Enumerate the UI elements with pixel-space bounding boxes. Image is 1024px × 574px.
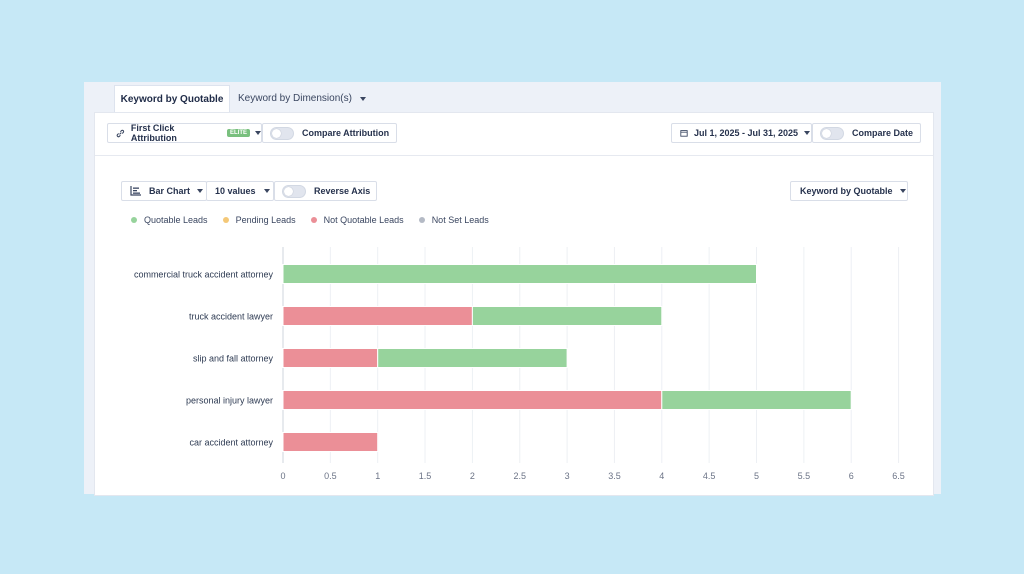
attribution-toolbar: First Click Attribution ELITE Compare At… [95,113,933,156]
tab-keyword-by-quotable[interactable]: Keyword by Quotable [114,85,230,113]
bar-segment [661,390,852,410]
x-tick-label: 3.5 [608,471,621,481]
x-tick-label: 5 [754,471,759,481]
y-tick-label: personal injury lawyer [186,396,273,406]
calendar-icon [680,130,688,137]
bar-segment [282,348,379,368]
reverse-axis-toggle[interactable] [282,184,306,198]
legend-dot [418,217,425,223]
x-tick-label: 5.5 [798,471,811,481]
x-tick-label: 2.5 [513,471,526,481]
y-tick-label: slip and fall attorney [193,354,274,364]
legend-label: Pending Leads [235,215,296,225]
chevron-down-icon [263,189,270,193]
values-count-label: 10 values [215,186,256,196]
legend-dot [222,217,229,223]
report-card: Keyword by Quotable Keyword by Dimension… [84,82,941,496]
bar-segment [282,390,663,410]
x-tick-label: 1.5 [419,471,432,481]
y-tick-label: truck accident lawyer [189,312,273,322]
chart-type-label: Bar Chart [149,186,191,196]
legend-label: Quotable Leads [144,215,208,225]
x-tick-label: 2 [470,471,475,481]
attribution-label: First Click Attribution [130,123,177,143]
compare-date-label: Compare Date [852,128,914,138]
bar-segment [282,306,473,326]
x-tick-label: 6 [849,471,854,481]
legend-item-not-quotable[interactable]: Not Quotable Leads [310,215,404,225]
x-tick-label: 4.5 [703,471,716,481]
link-icon [116,129,125,137]
bar-chart-icon [130,186,141,196]
reverse-axis-control[interactable]: Reverse Axis [274,181,377,201]
group-by-dropdown[interactable]: Keyword by Quotable [790,181,908,201]
chevron-down-icon [804,131,811,135]
compare-attribution-toggle[interactable] [270,126,294,140]
bar-segment [377,348,568,368]
legend-label: Not Quotable Leads [323,215,404,225]
chevron-down-icon [899,189,906,193]
x-tick-label: 0.5 [324,471,337,481]
date-range-text: Jul 1, 2025 - Jul 31, 2025 [694,128,799,138]
compare-attribution-label: Compare Attribution [302,128,390,138]
elite-badge: ELITE [226,129,250,137]
compare-date-toggle[interactable] [820,126,844,140]
x-tick-label: 3 [565,471,570,481]
chevron-down-icon [197,189,204,193]
legend-item-quotable[interactable]: Quotable Leads [131,215,208,225]
legend-item-not-set[interactable]: Not Set Leads [418,215,489,225]
bar-segment [471,306,663,326]
legend-dot [131,217,137,223]
date-range-picker[interactable]: Jul 1, 2025 - Jul 31, 2025 [671,123,812,143]
attribution-dropdown[interactable]: First Click Attribution ELITE [107,123,262,143]
y-tick-label: commercial truck accident attorney [134,270,274,280]
reverse-axis-label: Reverse Axis [314,186,371,196]
x-tick-label: 1 [375,471,380,481]
y-tick-label: car accident attorney [189,438,273,448]
values-count-dropdown[interactable]: 10 values [206,181,274,201]
main-panel: First Click Attribution ELITE Compare At… [94,112,934,496]
group-by-label: Keyword by Quotable [800,186,893,196]
tab-label: Keyword by Quotable [120,94,224,105]
chevron-down-icon [359,96,366,101]
chart-legend: Quotable Leads Pending Leads Not Quotabl… [131,215,504,225]
x-tick-label: 6.5 [892,471,905,481]
legend-item-pending[interactable]: Pending Leads [222,215,296,225]
bar-segment [282,432,379,452]
chevron-down-icon [255,131,261,135]
legend-dot [310,217,317,223]
x-tick-label: 0 [280,471,285,481]
tab-label: Keyword by Dimension(s) [238,93,352,104]
tab-keyword-by-dimensions[interactable]: Keyword by Dimension(s) [238,85,366,112]
compare-date-control[interactable]: Compare Date [812,123,921,143]
stacked-bar-chart: 0 0.5 1 1.5 2 2.5 3 3.5 4 4.5 5 5.5 6 6.5 commercial t… [134,247,905,481]
bar-segment [282,264,757,284]
compare-attribution-control[interactable]: Compare Attribution [262,123,397,143]
legend-label: Not Set Leads [431,215,489,225]
tab-bar: Keyword by Quotable Keyword by Dimension… [84,82,941,113]
x-tick-label: 4 [659,471,664,481]
